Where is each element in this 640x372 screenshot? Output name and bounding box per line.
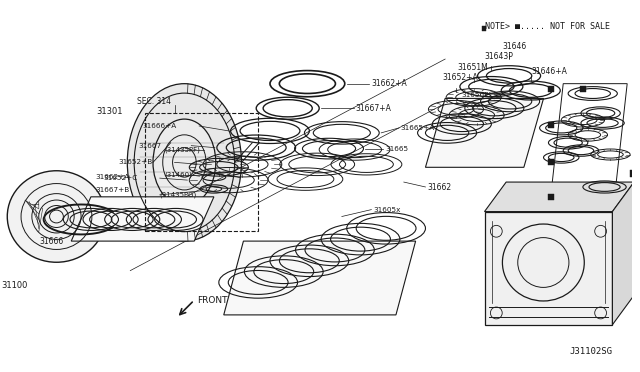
- Ellipse shape: [153, 119, 216, 206]
- Text: 31667+B: 31667+B: [96, 187, 130, 193]
- Polygon shape: [71, 197, 214, 241]
- Text: 31646+A: 31646+A: [532, 67, 568, 76]
- Text: SEC. 314: SEC. 314: [137, 97, 171, 106]
- Text: J31102SG: J31102SG: [570, 347, 612, 356]
- Polygon shape: [612, 182, 634, 325]
- Text: 31666: 31666: [40, 237, 64, 246]
- Text: 31646: 31646: [502, 42, 527, 51]
- Bar: [548, 122, 554, 128]
- Text: 31665+A: 31665+A: [401, 125, 435, 131]
- Bar: [548, 160, 554, 165]
- Bar: [548, 194, 554, 200]
- Bar: [580, 86, 586, 92]
- Polygon shape: [224, 241, 415, 315]
- Text: 31665: 31665: [385, 145, 408, 152]
- Polygon shape: [426, 99, 543, 167]
- Text: (31435PG): (31435PG): [160, 192, 197, 198]
- Text: 31667: 31667: [138, 142, 161, 149]
- Text: 31666+A: 31666+A: [142, 123, 177, 129]
- Text: (31460): (31460): [164, 172, 193, 179]
- Text: 31662+A: 31662+A: [371, 79, 407, 88]
- Ellipse shape: [7, 171, 106, 262]
- Text: 31301: 31301: [96, 107, 122, 116]
- Text: 31662+A: 31662+A: [96, 174, 130, 180]
- Bar: [481, 26, 486, 31]
- Text: 31652+B: 31652+B: [118, 159, 153, 166]
- Polygon shape: [484, 212, 612, 325]
- Text: 31651M: 31651M: [457, 63, 488, 73]
- Text: 31605x: 31605x: [373, 206, 401, 213]
- Text: 31662: 31662: [428, 183, 452, 192]
- Bar: [630, 170, 637, 177]
- Polygon shape: [484, 182, 634, 212]
- Ellipse shape: [127, 84, 241, 241]
- Text: 31100: 31100: [1, 281, 28, 290]
- Bar: [548, 86, 554, 92]
- Bar: [145, 113, 258, 231]
- Text: 31652+A: 31652+A: [442, 73, 478, 82]
- Text: 31656P: 31656P: [462, 93, 490, 99]
- Text: (31435PF): (31435PF): [164, 146, 200, 153]
- Text: 31643P: 31643P: [484, 52, 513, 61]
- Text: FRONT: FRONT: [197, 296, 228, 305]
- Text: 31652+C: 31652+C: [104, 175, 138, 181]
- Text: NOTE> ■..... NOT FOR SALE: NOTE> ■..... NOT FOR SALE: [484, 22, 609, 31]
- Text: 31667+A: 31667+A: [356, 104, 392, 113]
